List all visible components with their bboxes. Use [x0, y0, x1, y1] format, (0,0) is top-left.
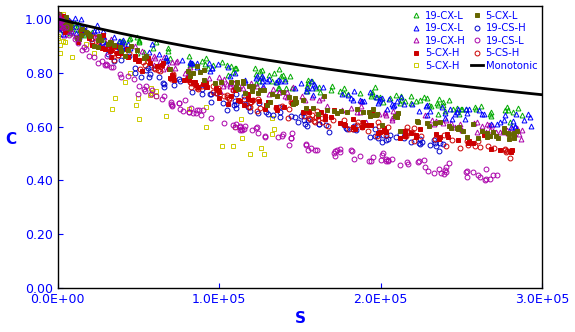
- X-axis label: S: S: [294, 311, 305, 326]
- Legend: 19-CX-L, 19-CX-L, 19-CX-H, 5-CX-H, 5-CX-H, 5-CX-L, 19-CS-H, 19-CS-L, 5-CS-H, Mon: 19-CX-L, 19-CX-L, 19-CX-H, 5-CX-H, 5-CX-…: [408, 9, 539, 73]
- Y-axis label: C: C: [6, 132, 17, 147]
